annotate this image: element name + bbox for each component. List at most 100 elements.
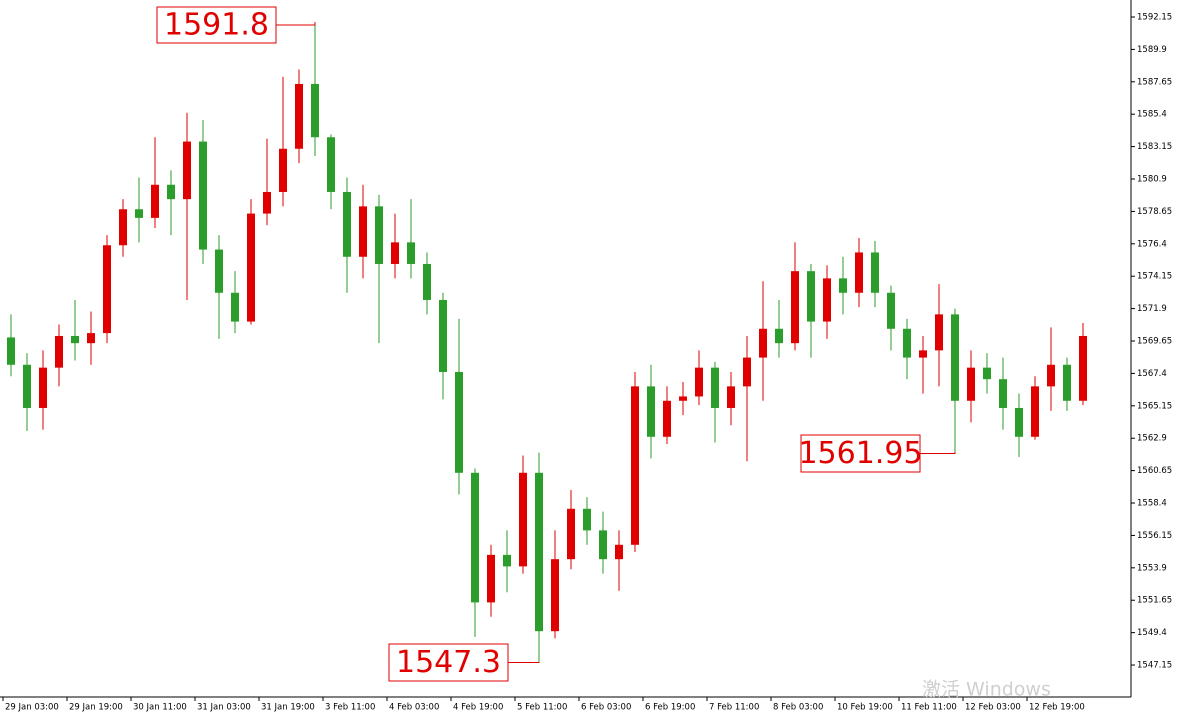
candle-body: [391, 242, 399, 264]
candle-body: [887, 292, 895, 329]
candle-body: [439, 299, 447, 372]
candle-body: [471, 472, 479, 603]
candle-body: [599, 530, 607, 560]
y-tick-label: 1551.65: [1137, 596, 1172, 606]
y-tick-label: 1562.9: [1137, 434, 1167, 444]
candle-body: [1063, 364, 1071, 401]
candle-body: [247, 213, 255, 322]
candle-body: [903, 328, 911, 358]
candle-body: [375, 206, 383, 264]
x-tick-label: 3 Feb 11:00: [325, 703, 375, 713]
candle-body: [967, 367, 975, 401]
y-tick-label: 1569.65: [1137, 337, 1172, 347]
candle-body: [103, 245, 111, 334]
y-tick-label: 1556.15: [1137, 531, 1172, 541]
y-tick-label: 1549.4: [1137, 628, 1167, 638]
x-tick-label: 11 Feb 11:00: [901, 703, 957, 713]
candle-body: [615, 544, 623, 560]
candle-body: [631, 386, 639, 545]
x-tick-label: 7 Feb 11:00: [709, 703, 759, 713]
y-tick-label: 1567.4: [1137, 369, 1167, 379]
candle-body: [407, 242, 415, 264]
x-tick-label: 4 Feb 03:00: [389, 703, 439, 713]
candle-body: [663, 400, 671, 437]
y-tick-label: 1583.15: [1137, 142, 1172, 152]
y-tick-label: 1589.9: [1137, 45, 1167, 55]
candle-body: [791, 271, 799, 344]
candle-body: [263, 191, 271, 214]
candle-body: [647, 386, 655, 437]
x-tick-label: 12 Feb 03:00: [965, 703, 1021, 713]
candle-body: [807, 271, 815, 322]
y-tick-label: 1592.15: [1137, 12, 1172, 22]
x-tick-label: 5 Feb 11:00: [517, 703, 567, 713]
x-tick-label: 12 Feb 19:00: [1029, 703, 1085, 713]
x-tick-label: 6 Feb 19:00: [645, 703, 695, 713]
candle-body: [151, 184, 159, 218]
x-tick-label: 29 Jan 19:00: [69, 703, 123, 713]
candle-body: [1031, 386, 1039, 437]
candle-body: [743, 357, 751, 387]
annotation-label: 1561.95: [798, 436, 922, 471]
candle-body: [679, 396, 687, 401]
candle-body: [775, 328, 783, 344]
candle-body: [935, 314, 943, 351]
y-tick-label: 1585.4: [1137, 110, 1167, 120]
candle-body: [87, 333, 95, 344]
candle-body: [39, 367, 47, 408]
x-tick-label: 10 Feb 19:00: [837, 703, 893, 713]
candle-body: [279, 148, 287, 192]
y-tick-label: 1547.15: [1137, 661, 1172, 671]
candle-body: [215, 249, 223, 293]
candle-body: [951, 314, 959, 401]
x-tick-label: 8 Feb 03:00: [773, 703, 823, 713]
candle-body: [727, 386, 735, 408]
candle-body: [295, 83, 303, 149]
x-tick-label: 30 Jan 11:00: [133, 703, 187, 713]
annotation-leader: [276, 22, 316, 26]
y-tick-label: 1558.4: [1137, 499, 1167, 509]
candle-body: [135, 209, 143, 218]
y-tick-label: 1578.65: [1137, 207, 1172, 217]
candle-body: [823, 278, 831, 322]
candle-body: [167, 184, 175, 200]
candle-body: [7, 337, 15, 365]
candle-body: [119, 209, 127, 246]
candle-body: [1047, 364, 1055, 387]
annotation-box: [800, 434, 921, 473]
candle-body: [23, 364, 31, 408]
y-tick-label: 1571.9: [1137, 304, 1167, 314]
annotation-leader: [920, 451, 956, 454]
x-tick-label: 31 Jan 19:00: [261, 703, 315, 713]
candle-body: [519, 472, 527, 567]
candle-body: [359, 206, 367, 257]
candle-body: [55, 335, 63, 368]
annotation-box: [156, 6, 277, 44]
candle-body: [759, 328, 767, 358]
candle-body: [711, 367, 719, 408]
candle-body: [1015, 407, 1023, 437]
x-tick-label: 6 Feb 03:00: [581, 703, 631, 713]
annotation-box: [388, 643, 509, 682]
x-tick-label: 4 Feb 19:00: [453, 703, 503, 713]
candle-body: [919, 350, 927, 358]
annotation-label: 1591.8: [164, 8, 269, 43]
y-tick-label: 1560.65: [1137, 466, 1172, 476]
y-tick-label: 1553.9: [1137, 563, 1167, 573]
annotation-label: 1547.3: [396, 645, 501, 680]
candle-body: [343, 191, 351, 257]
candle-body: [183, 141, 191, 200]
candle-body: [695, 367, 703, 397]
y-tick-label: 1574.15: [1137, 272, 1172, 282]
candle-body: [231, 292, 239, 322]
candle-body: [199, 141, 207, 250]
candle-body: [455, 371, 463, 473]
candle-body: [855, 252, 863, 293]
candle-body: [327, 137, 335, 192]
candle-body: [999, 379, 1007, 408]
candle-body: [583, 508, 591, 531]
candle-body: [839, 278, 847, 293]
x-tick-label: 31 Jan 03:00: [197, 703, 251, 713]
candle-body: [535, 472, 543, 632]
